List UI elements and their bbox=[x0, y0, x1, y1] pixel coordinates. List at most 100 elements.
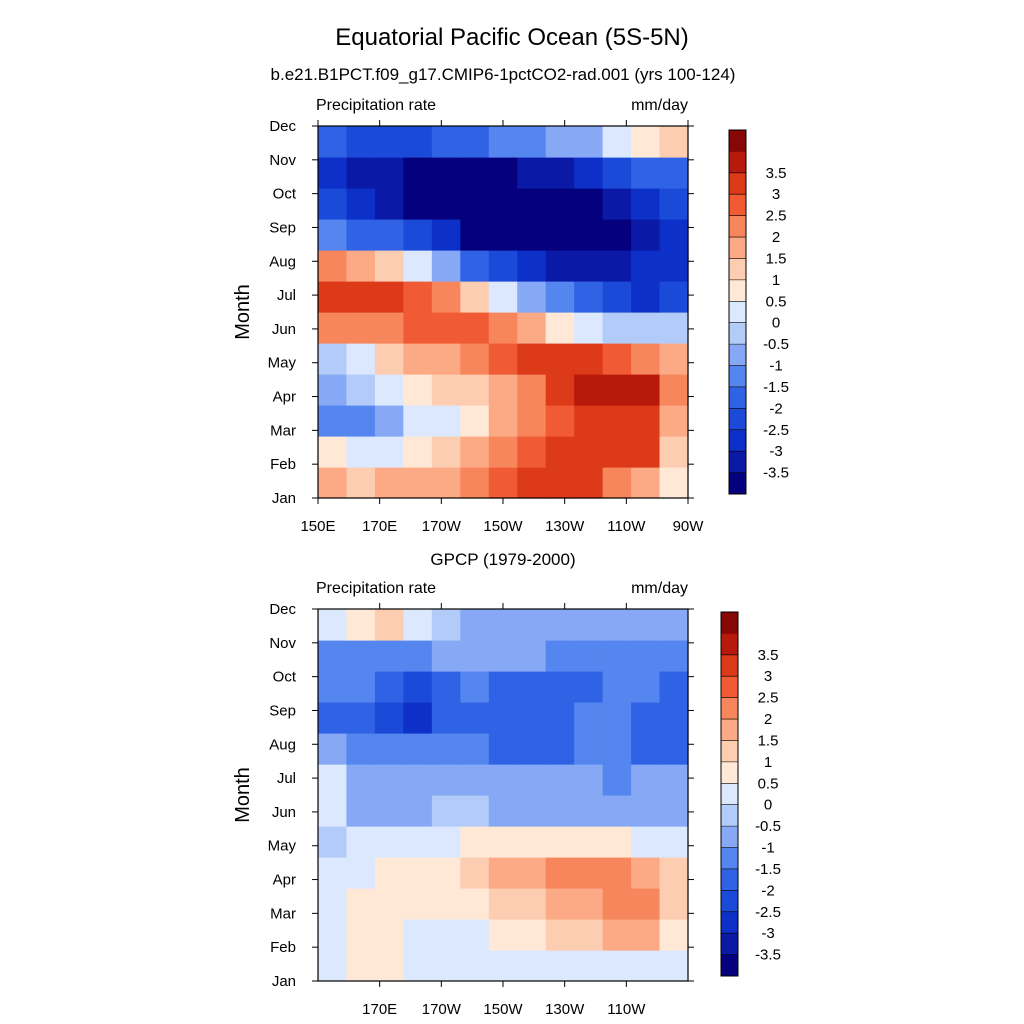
heatmap-cell bbox=[517, 702, 547, 734]
heatmap-cell bbox=[431, 764, 461, 796]
colorbar-swatch bbox=[721, 654, 738, 677]
heatmap-cell bbox=[460, 609, 490, 641]
heatmap-cell bbox=[403, 281, 433, 313]
heatmap-cell bbox=[602, 733, 632, 765]
heatmap-cell bbox=[346, 702, 376, 734]
heatmap-cell bbox=[574, 826, 604, 858]
y-tick-label: Aug bbox=[269, 736, 296, 753]
heatmap-cell bbox=[403, 250, 433, 282]
heatmap-cell bbox=[460, 950, 490, 982]
colorbar-label: -2 bbox=[769, 400, 782, 417]
heatmap-cell bbox=[346, 950, 376, 982]
heatmap-cell bbox=[374, 733, 404, 765]
colorbar-swatch bbox=[729, 194, 746, 217]
colorbar-label: 1 bbox=[764, 754, 772, 771]
y-tick-label: Jan bbox=[272, 490, 296, 507]
heatmap-cell bbox=[602, 764, 632, 796]
heatmap-cell bbox=[488, 126, 518, 158]
colorbar-swatch bbox=[721, 612, 738, 634]
heatmap-cell bbox=[346, 188, 376, 220]
heatmap-cell bbox=[403, 609, 433, 641]
heatmap-cell bbox=[602, 888, 632, 920]
heatmap-cell bbox=[631, 343, 661, 375]
heatmap-cell bbox=[431, 343, 461, 375]
heatmap-cell bbox=[318, 219, 348, 251]
heatmap-cell bbox=[488, 405, 518, 437]
heatmap-cell bbox=[602, 702, 632, 734]
heatmap-cell bbox=[631, 374, 661, 406]
heatmap-cell bbox=[460, 188, 490, 220]
colorbar-label: 1.5 bbox=[766, 250, 787, 267]
heatmap-cell bbox=[460, 374, 490, 406]
y-tick-label: Sep bbox=[269, 219, 296, 236]
heatmap-cell bbox=[631, 764, 661, 796]
heatmap-cell bbox=[403, 888, 433, 920]
heatmap-cell bbox=[517, 312, 547, 344]
heatmap-cell bbox=[517, 826, 547, 858]
y-tick-label: Dec bbox=[269, 118, 296, 135]
heatmap-cell bbox=[431, 312, 461, 344]
heatmap-cell bbox=[574, 157, 604, 189]
heatmap-cell bbox=[318, 126, 348, 158]
heatmap-cell bbox=[659, 671, 689, 703]
heatmap-cell bbox=[431, 671, 461, 703]
heatmap-cell bbox=[403, 764, 433, 796]
colorbar-label: 0 bbox=[772, 315, 780, 332]
heatmap-cell bbox=[631, 188, 661, 220]
y-tick-label: Jan bbox=[272, 973, 296, 990]
heatmap-cell bbox=[403, 702, 433, 734]
heatmap-cell bbox=[488, 733, 518, 765]
heatmap-cell bbox=[545, 157, 575, 189]
heatmap-cell bbox=[545, 405, 575, 437]
heatmap-cell bbox=[659, 467, 689, 499]
heatmap-cell bbox=[602, 374, 632, 406]
heatmap-cell bbox=[488, 281, 518, 313]
heatmap-cell bbox=[545, 764, 575, 796]
x-tick-label: 90W bbox=[673, 518, 705, 535]
heatmap-plot-area: Jan Feb Mar Apr May Jun Jul Aug Sep Oct Nov Dec 170E… bbox=[268, 601, 694, 1018]
colorbar-swatch bbox=[729, 344, 746, 366]
heatmap-cell bbox=[659, 826, 689, 858]
colorbar-swatch bbox=[721, 783, 738, 806]
x-tick-label: 170E bbox=[362, 518, 397, 535]
heatmap-cell bbox=[602, 671, 632, 703]
heatmap-cell bbox=[431, 826, 461, 858]
heatmap-cell bbox=[574, 281, 604, 313]
colorbar-label: -3 bbox=[761, 925, 774, 942]
heatmap-cell bbox=[659, 343, 689, 375]
heatmap-cell bbox=[659, 312, 689, 344]
heatmap-cell bbox=[374, 826, 404, 858]
heatmap-cell bbox=[403, 312, 433, 344]
heatmap-cell bbox=[374, 888, 404, 920]
variable-label: Precipitation rate bbox=[316, 97, 436, 114]
heatmap-cell bbox=[346, 405, 376, 437]
heatmap-cell bbox=[318, 857, 348, 889]
heatmap-cell bbox=[545, 126, 575, 158]
colorbar: -3.5 -3 -2.5 -2 -1.5 -1 -0.5 0 0.5 1 1.5 2 2.5 3 3.5 bbox=[728, 129, 789, 495]
heatmap-cell bbox=[374, 640, 404, 672]
heatmap-cell bbox=[517, 405, 547, 437]
heatmap-cell bbox=[631, 405, 661, 437]
y-tick-label: Sep bbox=[269, 702, 296, 719]
heatmap-cell bbox=[403, 157, 433, 189]
heatmap-cell bbox=[488, 826, 518, 858]
heatmap-cell bbox=[659, 188, 689, 220]
heatmap-cell bbox=[545, 374, 575, 406]
colorbar-label: -2.5 bbox=[755, 904, 781, 921]
heatmap-cell bbox=[488, 857, 518, 889]
heatmap-cell bbox=[374, 405, 404, 437]
heatmap-cell bbox=[545, 888, 575, 920]
heatmap-cell bbox=[545, 219, 575, 251]
heatmap-cell bbox=[346, 609, 376, 641]
heatmap-cell bbox=[460, 250, 490, 282]
heatmap-cell bbox=[488, 950, 518, 982]
heatmap-cell bbox=[431, 405, 461, 437]
units-label: mm/day bbox=[631, 580, 688, 597]
heatmap-cell bbox=[631, 126, 661, 158]
units-label: mm/day bbox=[631, 97, 688, 114]
heatmap-cell bbox=[545, 671, 575, 703]
heatmap-cell bbox=[659, 281, 689, 313]
y-tick-label: May bbox=[268, 838, 297, 855]
heatmap-cell bbox=[659, 795, 689, 827]
